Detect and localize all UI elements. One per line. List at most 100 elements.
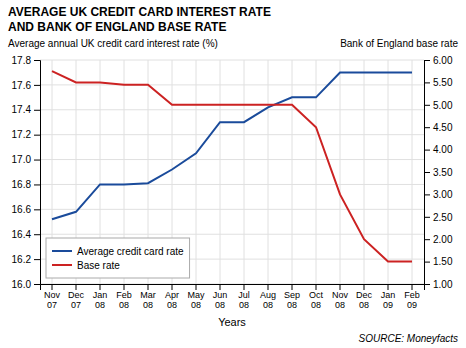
grid-line	[340, 60, 341, 284]
y-tick-label: 16.2	[12, 254, 32, 265]
y2-tick: 2.50	[424, 212, 453, 223]
lines	[52, 71, 412, 261]
grid-line	[268, 60, 269, 284]
series-line	[52, 72, 412, 219]
y-tick: 16.0	[12, 279, 40, 290]
x-tick-label: Jul08	[238, 290, 250, 310]
y2-tick-label: 3.50	[433, 167, 453, 178]
x-tick: Jan08	[93, 284, 108, 310]
x-tick-label: Dec07	[68, 290, 85, 310]
y2-tick-label: 2.00	[433, 234, 453, 245]
y-tick-label: 17.6	[12, 80, 32, 91]
x-tick-label: Feb09	[404, 290, 420, 310]
y2-tick: 3.50	[424, 167, 453, 178]
x-tick: May08	[187, 284, 205, 310]
y2-tick: 1.00	[424, 279, 453, 290]
grid-line	[40, 134, 424, 135]
tick-mark	[34, 209, 40, 210]
grid-line	[244, 60, 245, 284]
tick-mark	[424, 60, 430, 61]
tick-mark	[424, 217, 430, 218]
x-tick: Aug08	[260, 284, 276, 310]
grid-line	[40, 159, 424, 160]
x-tick-label: Jan09	[381, 290, 396, 310]
grid-line	[412, 60, 413, 284]
y2-tick: 5.00	[424, 100, 453, 111]
y2-tick-label: 3.00	[433, 189, 453, 200]
legend: Average credit card rateBase rate	[46, 238, 190, 278]
tick-mark	[172, 284, 173, 290]
legend-box	[46, 238, 190, 278]
tick-mark	[340, 284, 341, 290]
y-tick: 17.6	[12, 80, 40, 91]
y2-tick-label: 5.50	[433, 77, 453, 88]
y-tick-label: 16.4	[12, 229, 32, 240]
tick-mark	[100, 284, 101, 290]
x-tick-label: Nov08	[332, 290, 349, 310]
y2-tick-label: 1.00	[433, 279, 453, 290]
tick-mark	[148, 284, 149, 290]
y-tick: 17.2	[12, 129, 40, 140]
y-tick-label: 17.8	[12, 55, 32, 66]
grid-line	[388, 60, 389, 284]
x-tick-label: May08	[187, 290, 205, 310]
axis-line	[41, 285, 425, 291]
x-tick-label: Jun08	[213, 290, 228, 310]
y-tick-label: 17.0	[12, 154, 32, 165]
tick-mark	[124, 284, 125, 290]
tick-mark	[424, 82, 430, 83]
tick-mark	[34, 60, 40, 61]
x-tick-label: Mar08	[140, 290, 156, 310]
y2-tick: 6.00	[424, 55, 453, 66]
grid-line	[40, 84, 424, 85]
y-tick-label: 16.6	[12, 204, 32, 215]
x-tick: Nov08	[332, 284, 349, 310]
tick-mark	[292, 284, 293, 290]
y-tick: 16.6	[12, 204, 40, 215]
tick-mark	[34, 135, 40, 136]
y-tick-label: 16.0	[12, 279, 32, 290]
x-tick-label: Oct08	[309, 290, 324, 310]
plot-area: Nov07Dec07Jan08Feb08Mar08Apr08May08Jun08…	[12, 55, 453, 311]
x-tick: Nov07	[44, 284, 61, 310]
y-tick: 17.0	[12, 154, 40, 165]
y2-tick: 2.00	[424, 234, 453, 245]
subtitle: AND BANK OF ENGLAND BASE RATE	[8, 20, 226, 34]
y2-tick: 5.50	[424, 77, 453, 88]
y-tick: 16.8	[12, 179, 40, 190]
x-tick: Jan09	[381, 284, 396, 310]
tick-mark	[34, 184, 40, 185]
tick-mark	[424, 239, 430, 240]
tick-mark	[34, 160, 40, 161]
tick-mark	[424, 127, 430, 128]
tick-mark	[34, 234, 40, 235]
y2-tick: 1.50	[424, 256, 453, 267]
tick-mark	[424, 194, 430, 195]
legend-swatch	[52, 250, 72, 252]
y2-tick-label: 1.50	[433, 256, 453, 267]
legend-swatch	[52, 264, 72, 266]
x-tick: Jun08	[213, 284, 228, 310]
x-tick: Jul08	[238, 284, 250, 310]
y2-tick-label: 6.00	[433, 55, 453, 66]
tick-mark	[364, 284, 365, 290]
tick-mark	[34, 85, 40, 86]
y-tick: 17.4	[12, 104, 40, 115]
y2-axis: 1.001.502.002.503.003.504.004.505.005.50…	[424, 55, 453, 290]
x-tick: Feb09	[404, 284, 420, 310]
axis-line	[34, 61, 41, 285]
y-tick: 16.4	[12, 229, 40, 240]
tick-mark	[220, 284, 221, 290]
x-tick: Dec07	[68, 284, 85, 310]
x-tick-label: Dec08	[356, 290, 373, 310]
x-tick-label: Feb08	[116, 290, 132, 310]
tick-mark	[34, 284, 40, 285]
tick-mark	[388, 284, 389, 290]
y2-tick: 3.00	[424, 189, 453, 200]
tick-mark	[424, 284, 430, 285]
grid-line	[364, 60, 365, 284]
y-tick: 17.8	[12, 55, 40, 66]
grid-line	[40, 184, 424, 185]
tick-mark	[76, 284, 77, 290]
x-tick-label: Jan08	[93, 290, 108, 310]
